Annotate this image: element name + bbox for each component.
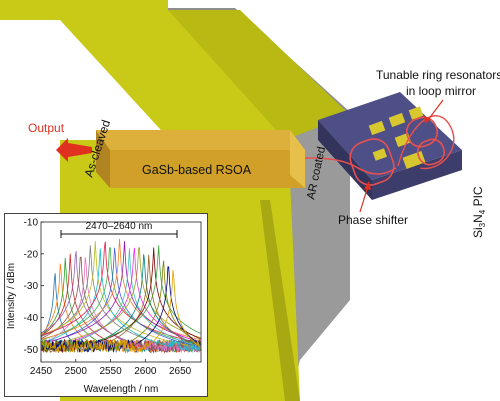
rsoa-front bbox=[96, 130, 110, 188]
waveguide-bus bbox=[304, 157, 397, 175]
pic-pad bbox=[402, 150, 426, 170]
y-tick-label: -40 bbox=[24, 313, 39, 324]
phase-shifter-pointer bbox=[359, 185, 369, 213]
pic-label-suffix: PIC bbox=[471, 186, 485, 210]
pic-pad bbox=[368, 120, 386, 136]
gold-submount-top-edge bbox=[168, 10, 350, 140]
spectrum-series-2549 bbox=[40, 247, 201, 346]
ring-resonator-2 bbox=[416, 138, 446, 166]
plot-area bbox=[40, 238, 201, 354]
svg-text:Si3N4 PIC: Si3N4 PIC bbox=[471, 186, 487, 238]
range-label: 2470–2640 nm bbox=[86, 221, 153, 232]
pic-pad bbox=[388, 112, 406, 128]
x-ticks: 2450 2500 2550 2600 2650 bbox=[30, 359, 192, 377]
rsoa-label: GaSb-based RSOA bbox=[142, 163, 252, 177]
x-tick-label: 2600 bbox=[134, 366, 157, 377]
rsoa-body bbox=[110, 150, 305, 188]
phase-shifter-pointer-head bbox=[364, 181, 371, 190]
pic-label: Si3N4 PIC bbox=[471, 186, 487, 238]
pic-front bbox=[372, 150, 462, 200]
y-tick-label: -10 bbox=[24, 218, 39, 229]
x-tick-label: 2550 bbox=[99, 366, 122, 377]
gold-submount-bottom-shade bbox=[260, 200, 300, 401]
pic-top bbox=[318, 92, 462, 180]
tunable-label-line1: Tunable ring resonators bbox=[376, 68, 500, 82]
spectrum-series-2591 bbox=[40, 247, 201, 347]
pic-label-prefix: Si bbox=[471, 227, 485, 238]
x-tick-label: 2500 bbox=[65, 366, 88, 377]
output-arrow-icon bbox=[56, 138, 92, 162]
rsoa-top bbox=[96, 130, 305, 150]
pic-pad bbox=[372, 148, 388, 161]
output-label: Output bbox=[28, 121, 65, 135]
pic-label-sub2: 4 bbox=[478, 209, 487, 214]
y-ticks: -50 -40 -30 -20 -10 bbox=[24, 218, 44, 356]
gold-submount-top bbox=[0, 0, 285, 140]
phase-shifter-loop bbox=[349, 138, 395, 186]
plot-frame bbox=[40, 221, 202, 363]
y-tick-label: -20 bbox=[24, 249, 39, 260]
tunable-label-line2: in loop mirror bbox=[406, 84, 476, 98]
spectrum-series-2514 bbox=[40, 257, 201, 354]
spectrum-series-2542 bbox=[40, 241, 201, 344]
x-tick-label: 2650 bbox=[169, 366, 192, 377]
pic-pad bbox=[408, 106, 424, 120]
tunable-pointer bbox=[427, 99, 444, 121]
x-axis-label: Wavelength / nm bbox=[84, 384, 159, 395]
spectrum-chart: 2450 2500 2550 2600 2650 -50 -40 -30 -20 -10 247… bbox=[6, 218, 202, 395]
phase-shifter-label: Phase shifter bbox=[338, 213, 408, 227]
y-tick-label: -50 bbox=[24, 345, 39, 356]
x-tick-label: 2450 bbox=[30, 366, 53, 377]
spectrum-series-2535 bbox=[40, 248, 201, 354]
loop-mirror bbox=[397, 115, 455, 170]
spectrum-inset: 2450 2500 2550 2600 2650 -50 -40 -30 -20 -10 247… bbox=[4, 213, 208, 397]
ring-resonator-1 bbox=[405, 116, 439, 148]
tunable-pointer-head bbox=[424, 116, 431, 124]
spectrum-series-2640 bbox=[40, 270, 201, 354]
pic-label-sub1: 3 bbox=[478, 222, 487, 227]
pic-label-mid: N bbox=[471, 214, 485, 223]
spectrum-series-2633 bbox=[40, 266, 201, 353]
y-tick-label: -30 bbox=[24, 281, 39, 292]
ar-coating bbox=[290, 130, 305, 188]
y-axis-label: Intensity / dBm bbox=[6, 263, 17, 329]
